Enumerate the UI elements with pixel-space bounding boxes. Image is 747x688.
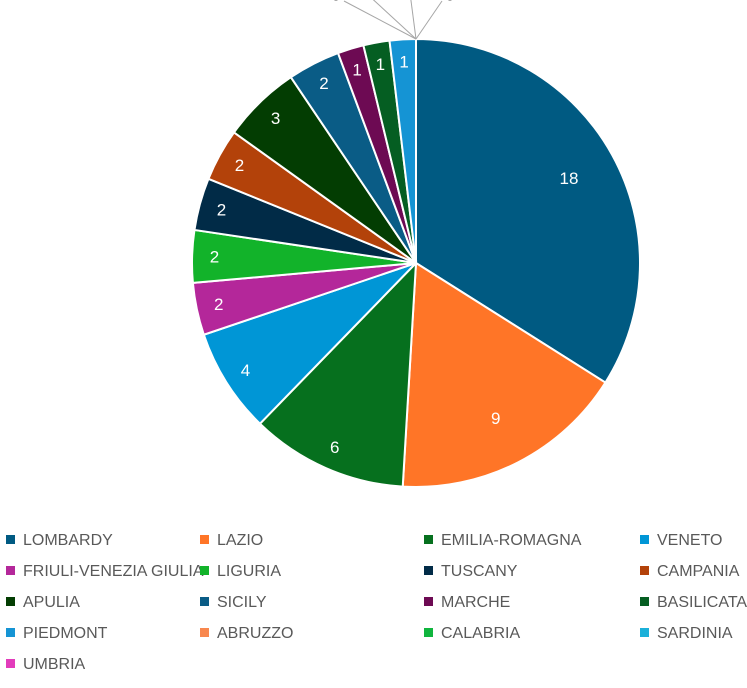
legend-label: TUSCANY: [441, 563, 518, 580]
data-label: 0: [331, 0, 340, 5]
data-label: 4: [241, 361, 250, 380]
legend-swatch: [200, 566, 209, 576]
legend-swatch: [640, 535, 649, 545]
legend-item: EMILIA-ROMAGNA: [424, 530, 581, 552]
leader-line: [415, 0, 443, 40]
data-label: 2: [214, 295, 223, 314]
pie-slices: [191, 37, 641, 488]
data-label: 6: [330, 438, 339, 457]
legend-item: FRIULI-VENEZIA GIULIA: [6, 561, 203, 583]
data-label: 1: [376, 55, 385, 74]
data-label: 2: [210, 248, 219, 267]
legend-item: LIGURIA: [200, 561, 281, 583]
legend-item: BASILICATA: [640, 592, 747, 614]
legend-label: LOMBARDY: [23, 532, 113, 549]
chart-legend: LOMBARDY LAZIO EMILIA-ROMAGNA VENETO FRIULI-…: [0, 530, 747, 688]
legend-swatch: [6, 597, 15, 607]
data-label: 18: [560, 169, 579, 188]
data-label: 1: [352, 61, 361, 80]
leader-line: [372, 0, 417, 40]
legend-label: CAMPANIA: [657, 563, 740, 580]
data-label: 2: [217, 200, 226, 219]
legend-swatch: [200, 535, 209, 545]
legend-swatch: [424, 535, 433, 545]
legend-item: PIEDMONT: [6, 623, 107, 645]
leader-line: [343, 0, 417, 40]
legend-item: CALABRIA: [424, 623, 520, 645]
legend-label: LAZIO: [217, 532, 264, 549]
legend-label: VENETO: [657, 532, 723, 549]
data-label: 2: [319, 74, 328, 93]
legend-label: SICILY: [217, 594, 267, 611]
legend-swatch: [200, 597, 209, 607]
data-label: 2: [235, 156, 244, 175]
legend-swatch: [200, 628, 209, 638]
pie-slice-emilia-romagna: [258, 260, 418, 488]
legend-label: CALABRIA: [441, 625, 521, 642]
pie-slice-lombardy: [415, 37, 641, 384]
data-label: 0: [445, 0, 454, 5]
legend-swatch: [6, 659, 15, 669]
legend-label: BASILICATA: [657, 594, 747, 611]
legend-item: TUSCANY: [424, 561, 517, 583]
legend-swatch: [424, 628, 433, 638]
legend-swatch: [640, 597, 649, 607]
legend-label: APULIA: [23, 594, 80, 611]
legend-item: CAMPANIA: [640, 561, 739, 583]
legend-swatch: [6, 535, 15, 545]
pie-chart: 189642222321110000: [191, 0, 641, 488]
legend-swatch: [640, 628, 649, 638]
pie-slice-lazio: [401, 261, 607, 488]
legend-item: UMBRIA: [6, 654, 85, 676]
legend-item: APULIA: [6, 592, 80, 614]
leader-line: [410, 0, 417, 40]
legend-label: ABRUZZO: [217, 625, 294, 642]
legend-label: SARDINIA: [657, 625, 733, 642]
legend-item: LAZIO: [200, 530, 263, 552]
legend-label: FRIULI-VENEZIA GIULIA: [23, 563, 204, 580]
legend-label: MARCHE: [441, 594, 511, 611]
legend-item: ABRUZZO: [200, 623, 293, 645]
legend-item: MARCHE: [424, 592, 510, 614]
legend-item: VENETO: [640, 530, 723, 552]
data-label: 1: [399, 52, 408, 71]
legend-swatch: [424, 597, 433, 607]
legend-item: SICILY: [200, 592, 267, 614]
legend-label: PIEDMONT: [23, 625, 108, 642]
legend-swatch: [6, 628, 15, 638]
pie-slice-veneto: [202, 262, 417, 426]
legend-swatch: [6, 566, 15, 576]
legend-item: SARDINIA: [640, 623, 733, 645]
data-label: 3: [271, 109, 280, 128]
legend-swatch: [640, 566, 649, 576]
legend-label: UMBRIA: [23, 656, 86, 673]
legend-item: LOMBARDY: [6, 530, 113, 552]
legend-label: LIGURIA: [217, 563, 282, 580]
legend-label: EMILIA-ROMAGNA: [441, 532, 582, 549]
legend-swatch: [424, 566, 433, 576]
pie-data-labels: 189642222321110000: [210, 0, 579, 457]
data-label: 9: [491, 409, 500, 428]
